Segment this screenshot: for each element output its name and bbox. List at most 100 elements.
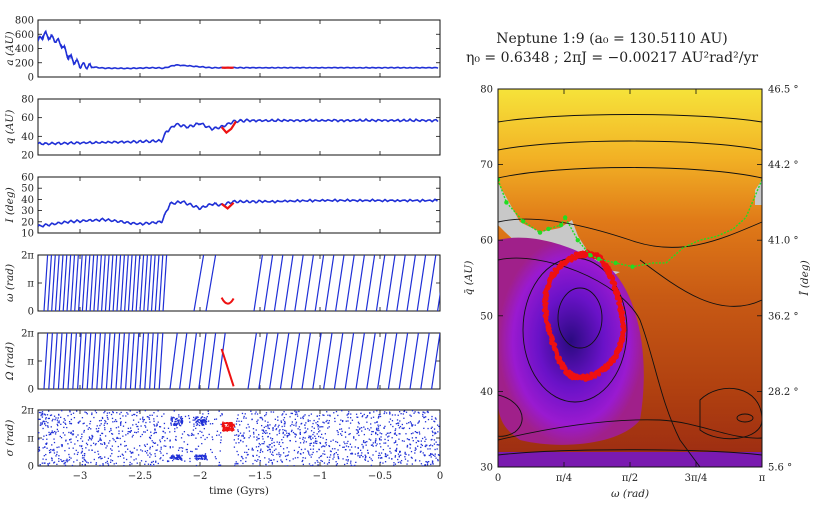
sigma-point: [395, 434, 398, 436]
sigma-point: [196, 416, 199, 418]
sigma-point: [399, 420, 401, 422]
sigma-point: [370, 427, 372, 429]
sigma-point: [347, 420, 349, 422]
sigma-point: [385, 434, 387, 436]
sigma-point: [122, 425, 125, 427]
sigma-point: [175, 457, 177, 460]
sigma-point: [129, 461, 131, 464]
sigma-point: [367, 452, 369, 454]
sigma-point: [153, 423, 155, 426]
sigma-point: [295, 425, 297, 427]
sigma-point: [197, 419, 199, 421]
sigma-point: [111, 459, 114, 462]
contour-line: [498, 257, 701, 467]
sigma-point: [295, 433, 297, 435]
sigma-point: [219, 415, 222, 417]
sigma-point: [183, 431, 186, 433]
sigma-point: [376, 421, 379, 423]
sigma-point: [101, 432, 103, 435]
sigma-point: [151, 414, 153, 416]
sigma-point: [256, 436, 258, 438]
angle-line: [198, 333, 207, 389]
sigma-point: [302, 457, 304, 459]
sigma-point: [431, 418, 433, 421]
sigma-point: [358, 422, 360, 425]
sigma-point: [237, 463, 239, 465]
y-tick-label: 800: [15, 16, 34, 27]
sigma-point: [361, 415, 364, 417]
sigma-point: [268, 427, 270, 430]
sigma-point-red: [227, 427, 229, 429]
sigma-point: [77, 434, 79, 436]
angle-line: [377, 333, 387, 389]
sigma-point: [80, 437, 82, 440]
sigma-point: [284, 429, 286, 431]
sigma-point: [375, 432, 377, 435]
sigma-point: [374, 441, 377, 444]
sigma-point: [432, 454, 435, 456]
sigma-point: [430, 456, 432, 458]
sigma-point: [188, 434, 190, 437]
sigma-point: [424, 412, 426, 414]
sigma-point: [104, 435, 107, 437]
sigma-point: [347, 440, 349, 443]
sigma-point: [298, 446, 300, 448]
sigma-point: [434, 448, 436, 451]
sigma-point: [404, 456, 406, 458]
sigma-point: [127, 427, 130, 430]
sigma-point: [153, 412, 155, 414]
sigma-point: [66, 426, 68, 429]
green-boundary-point: [504, 200, 509, 205]
sigma-point: [357, 455, 359, 457]
sigma-point: [271, 442, 273, 444]
sigma-point: [332, 439, 334, 441]
sigma-point: [148, 418, 151, 420]
sigma-point: [101, 443, 103, 445]
angle-line: [96, 333, 101, 389]
sigma-point: [204, 438, 206, 441]
sigma-point: [371, 459, 373, 462]
sigma-point: [379, 454, 381, 456]
sigma-point: [89, 423, 91, 425]
sigma-point: [180, 418, 182, 420]
sigma-point: [197, 421, 200, 423]
sigma-point: [271, 461, 273, 464]
sigma-point: [416, 431, 418, 434]
sigma-point: [198, 457, 200, 459]
sigma-point: [43, 413, 46, 415]
sigma-point: [434, 431, 436, 434]
sigma-point-red: [228, 428, 230, 430]
angle-line: [179, 333, 188, 389]
sigma-point: [318, 414, 321, 417]
sigma-point: [119, 437, 121, 440]
sigma-point: [433, 443, 436, 445]
sigma-point: [44, 446, 46, 448]
sigma-point: [154, 428, 156, 430]
sigma-point: [347, 459, 349, 461]
sigma-point: [282, 432, 284, 435]
sigma-point: [265, 412, 268, 414]
sigma-point: [414, 452, 416, 454]
sigma-point: [109, 455, 112, 457]
sigma-point: [307, 420, 309, 422]
sigma-point: [202, 423, 205, 426]
sigma-point: [357, 429, 359, 431]
sigma-point: [181, 421, 184, 423]
sigma-point: [40, 422, 42, 424]
sigma-point: [203, 427, 205, 430]
sigma-point: [271, 439, 273, 441]
sigma-point: [72, 447, 74, 449]
sigma-point: [301, 459, 304, 462]
sigma-point: [251, 449, 253, 451]
island-point: [620, 312, 625, 317]
sigma-point: [364, 458, 366, 461]
sigma-point: [100, 423, 102, 425]
sigma-point: [247, 448, 250, 451]
sigma-point: [189, 421, 191, 423]
sigma-point-red: [226, 421, 229, 424]
sigma-point: [150, 463, 152, 466]
sigma-point: [102, 463, 104, 465]
sigma-point: [439, 440, 440, 442]
angle-line: [139, 333, 145, 389]
sigma-point-red: [227, 429, 229, 432]
